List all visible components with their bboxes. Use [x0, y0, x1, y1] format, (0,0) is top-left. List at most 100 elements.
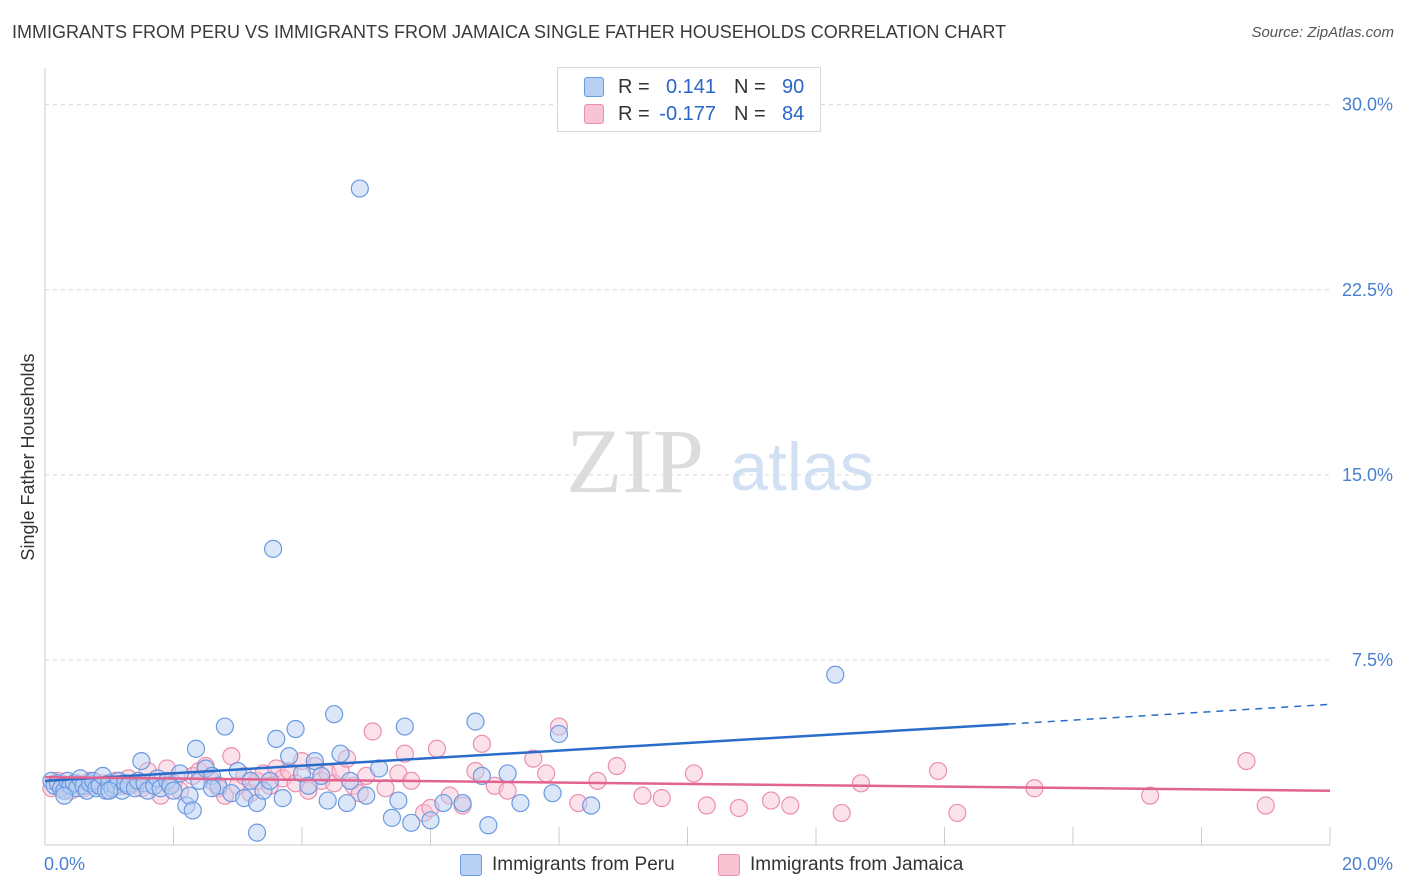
peru-points: [42, 179, 845, 842]
peru-point: [286, 719, 305, 739]
jamaica-swatch: [584, 104, 604, 124]
peru-point: [186, 739, 206, 758]
peru-point: [202, 779, 222, 798]
peru-point: [280, 747, 299, 766]
peru-point: [260, 771, 279, 790]
legend-r-value: -0.177: [659, 102, 716, 125]
peru-point: [263, 539, 283, 558]
peru-point: [164, 781, 183, 800]
peru-point: [215, 717, 234, 736]
jamaica-point: [537, 764, 556, 783]
legend-n-value: 90: [782, 75, 805, 98]
peru-point: [267, 729, 286, 748]
peru-point: [543, 784, 562, 803]
legend: R = 0.141 N = 90 R = -0.177 N = 84: [557, 67, 821, 132]
peru-point: [312, 766, 331, 786]
peru-point: [389, 791, 408, 810]
peru-point: [299, 776, 318, 795]
tick-labels: 7.5% 15.0% 22.5% 30.0% 0.0% 20.0%: [44, 95, 1393, 874]
peru-point: [180, 786, 199, 805]
peru-point: [132, 751, 151, 771]
peru-point: [337, 793, 357, 813]
jamaica-point: [781, 796, 800, 815]
peru-point: [453, 793, 472, 813]
jamaica-point: [729, 798, 749, 818]
legend-row-jamaica: R = -0.177 N = 84: [558, 100, 804, 128]
trend-lines: [44, 703, 1331, 792]
peru-point: [350, 179, 369, 198]
jamaica-point: [524, 749, 543, 768]
legend-row-peru: R = 0.141 N = 90: [558, 73, 804, 101]
legend-r-label: R =: [618, 75, 650, 98]
peru-point: [466, 712, 485, 731]
y-axis-label: Single Father Households: [18, 353, 38, 560]
gridlines: [45, 104, 1330, 661]
bottom-legend-peru: Immigrants from Peru: [460, 852, 675, 878]
y-tick-label: 30.0%: [1342, 95, 1393, 115]
jamaica-point: [684, 764, 704, 783]
watermark-atlas: atlas: [730, 429, 874, 505]
jamaica-legend-label: Immigrants from Jamaica: [750, 854, 964, 875]
peru-point: [55, 786, 74, 805]
jamaica-point: [363, 722, 382, 741]
peru-point: [331, 744, 350, 763]
legend-n-value: 84: [782, 102, 805, 125]
peru-point: [241, 771, 260, 790]
jamaica-point: [395, 744, 414, 763]
axes: [44, 68, 1331, 846]
jamaica-point: [1237, 751, 1256, 771]
jamaica-point: [761, 791, 781, 810]
bottom-legend-jamaica: Immigrants from Jamaica: [718, 852, 963, 878]
legend-r-value: 0.141: [665, 75, 716, 98]
peru-point: [582, 796, 601, 815]
peru-point: [273, 789, 292, 808]
jamaica-point: [948, 803, 967, 823]
jamaica-legend-swatch: [718, 854, 740, 876]
jamaica-point: [498, 781, 517, 800]
legend-r-label: R =: [618, 102, 650, 125]
peru-point: [318, 791, 337, 810]
jamaica-point: [851, 774, 871, 793]
jamaica-trend-line: [44, 775, 1331, 792]
legend-n-label: N =: [734, 102, 766, 125]
peru-swatch: [584, 77, 604, 97]
jamaica-point: [1256, 796, 1275, 815]
peru-point: [357, 786, 376, 805]
jamaica-point: [1140, 786, 1160, 805]
peru-point: [434, 793, 453, 813]
jamaica-point: [928, 761, 948, 781]
x-tick-label: 0.0%: [44, 854, 85, 874]
peru-legend-swatch: [460, 854, 482, 876]
jamaica-point: [427, 739, 447, 758]
jamaica-point: [697, 796, 716, 815]
jamaica-point: [832, 803, 851, 823]
y-tick-label: 22.5%: [1342, 280, 1393, 300]
y-tick-label: 15.0%: [1342, 465, 1393, 485]
peru-point: [511, 793, 530, 813]
peru-point: [826, 665, 845, 684]
x-tick-label: 20.0%: [1342, 854, 1393, 874]
peru-point: [479, 816, 498, 835]
legend-n-label: N =: [734, 75, 766, 98]
jamaica-point: [472, 734, 491, 753]
peru-point: [382, 808, 402, 827]
jamaica-point: [633, 786, 652, 805]
peru-trend-extension: [1008, 703, 1331, 725]
peru-point: [325, 705, 344, 724]
y-tick-label: 7.5%: [1352, 650, 1393, 670]
peru-point: [247, 823, 267, 842]
peru-point: [100, 781, 119, 800]
peru-point: [395, 717, 414, 736]
peru-point: [498, 764, 517, 783]
watermark-zip: ZIP: [566, 410, 704, 512]
jamaica-point: [376, 779, 395, 798]
peru-point: [549, 724, 569, 744]
jamaica-point: [588, 771, 607, 790]
peru-point: [402, 813, 421, 832]
peru-point: [421, 811, 440, 830]
jamaica-point: [652, 789, 671, 808]
peru-legend-label: Immigrants from Peru: [492, 854, 675, 875]
chart-title: IMMIGRANTS FROM PERU VS IMMIGRANTS FROM …: [12, 22, 1007, 42]
peru-point: [183, 801, 202, 820]
